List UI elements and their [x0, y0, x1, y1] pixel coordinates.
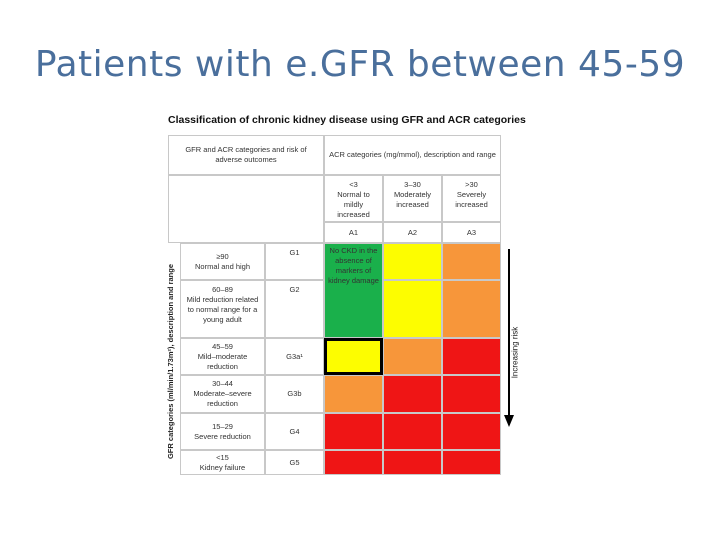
gfr-code-g4: G4 — [265, 413, 324, 450]
acr-column-a1: <3 Normal to mildly increased — [324, 175, 383, 222]
gfr-axis-label: GFR categories (ml/min/1.73m²), descript… — [166, 263, 176, 459]
gfr-range-g4: 15–29 — [212, 421, 233, 431]
gfr-code-g5: G5 — [265, 450, 324, 475]
acr-code-a1: A1 — [324, 222, 383, 243]
gfr-description-g4: Severe reduction — [194, 431, 251, 441]
gfr-code-g3b: G3b — [265, 375, 324, 413]
acr-range-a3: >30 — [465, 180, 478, 189]
gfr-range-g3a: 45–59 — [212, 341, 233, 351]
risk-cell-g1-g2-a1: No CKD in the absence of markers of kidn… — [324, 243, 383, 338]
gfr-row-g3a-desc: 45–59 Mild–moderate reduction — [180, 338, 265, 375]
risk-cell-g5-a3 — [442, 450, 501, 475]
no-ckd-note: No CKD in the absence of markers of kidn… — [328, 246, 379, 285]
acr-desc-a2: Moderately increased — [393, 190, 432, 209]
risk-label-box: Increasing risk — [508, 307, 522, 397]
acr-desc-a3: Severely increased — [455, 190, 488, 209]
risk-cell-g2-a2 — [383, 280, 442, 338]
figure-title: Classification of chronic kidney disease… — [168, 114, 526, 126]
risk-cell-g3a-a2 — [383, 338, 442, 375]
risk-cell-g5-a1 — [324, 450, 383, 475]
gfr-row-g1-desc: ≥90 Normal and high — [180, 243, 265, 280]
gfr-range-g5: <15 — [216, 452, 229, 462]
gfr-range-g2: 60–89 — [212, 285, 233, 294]
gfr-description-g5: Kidney failure — [199, 462, 246, 472]
gfr-code-g1: G1 — [265, 243, 324, 280]
acr-code-a2: A2 — [383, 222, 442, 243]
risk-cell-g3b-a3 — [442, 375, 501, 413]
gfr-range-g1: ≥90 — [216, 251, 229, 261]
risk-cell-g1-a3 — [442, 243, 501, 280]
risk-cell-g4-a2 — [383, 413, 442, 450]
increasing-risk-label: Increasing risk — [510, 326, 520, 378]
risk-cell-g3a-a1-highlighted — [324, 338, 383, 375]
gfr-range-g3b: 30–44 — [212, 379, 233, 388]
gfr-description-g2: Mild reduction related to normal range f… — [186, 295, 259, 324]
risk-cell-g3b-a1 — [324, 375, 383, 413]
acr-desc-a1: Normal to mildly increased — [337, 190, 370, 219]
acr-column-a3: >30 Severely increased — [442, 175, 501, 222]
acr-range-a1: <3 — [349, 180, 358, 189]
gfr-row-g3b-desc: 30–44 Moderate–severe reduction — [180, 375, 265, 413]
increasing-risk-arrow-icon — [504, 249, 514, 427]
risk-cell-g2-a3 — [442, 280, 501, 338]
gfr-description-g1: Normal and high — [194, 261, 251, 271]
header-right-text: ACR categories (mg/mmol), description an… — [329, 150, 496, 159]
gfr-description-g3b: Moderate–severe reduction — [193, 389, 252, 408]
acr-code-a3: A3 — [442, 222, 501, 243]
gfr-code-g3a: G3a¹ — [265, 338, 324, 375]
risk-cell-g4-a3 — [442, 413, 501, 450]
risk-cell-g5-a2 — [383, 450, 442, 475]
gfr-row-g2-desc: 60–89 Mild reduction related to normal r… — [180, 280, 265, 338]
header-left-cell: GFR and ACR categories and risk of adver… — [168, 135, 324, 175]
ckd-classification-figure: Classification of chronic kidney disease… — [160, 107, 528, 477]
header-left-text: GFR and ACR categories and risk of adver… — [185, 145, 307, 164]
gfr-row-g5-desc: <15 Kidney failure — [180, 450, 265, 475]
header-blank-cell — [168, 175, 324, 243]
risk-cell-g3b-a2 — [383, 375, 442, 413]
slide-title: Patients with e.GFR between 45-59 — [34, 44, 686, 85]
gfr-row-g4-desc: 15–29 Severe reduction — [180, 413, 265, 450]
risk-cell-g4-a1 — [324, 413, 383, 450]
risk-cell-g1-a2 — [383, 243, 442, 280]
risk-cell-g3a-a3 — [442, 338, 501, 375]
acr-column-a2: 3–30 Moderately increased — [383, 175, 442, 222]
gfr-axis-label-box: GFR categories (ml/min/1.73m²), descript… — [164, 247, 178, 475]
gfr-description-g3a: Mild–moderate reduction — [197, 351, 248, 371]
header-right-cell: ACR categories (mg/mmol), description an… — [324, 135, 501, 175]
acr-range-a2: 3–30 — [404, 180, 421, 189]
gfr-code-g2: G2 — [265, 280, 324, 338]
